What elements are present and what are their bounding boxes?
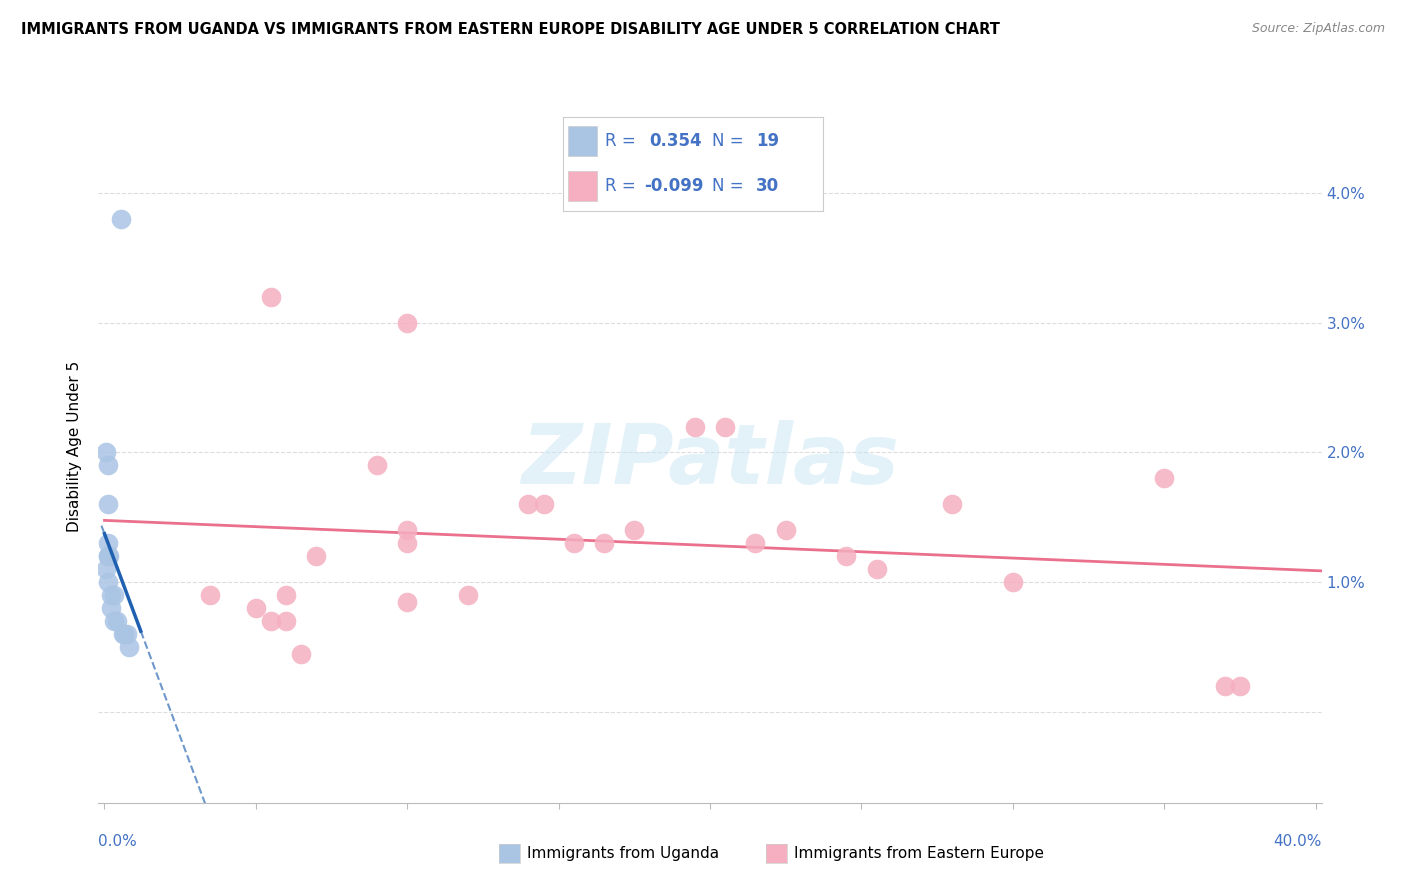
Point bbox=[245, 601, 267, 615]
Text: Immigrants from Eastern Europe: Immigrants from Eastern Europe bbox=[794, 847, 1045, 861]
Point bbox=[775, 524, 797, 538]
Point bbox=[96, 497, 118, 511]
Point bbox=[100, 588, 122, 602]
Point bbox=[111, 627, 134, 641]
Text: 30: 30 bbox=[756, 178, 779, 195]
Point bbox=[94, 562, 117, 576]
Point bbox=[865, 562, 887, 576]
Point bbox=[115, 627, 138, 641]
Point bbox=[96, 549, 118, 564]
Point bbox=[396, 524, 419, 538]
Point bbox=[593, 536, 616, 550]
Point bbox=[396, 536, 419, 550]
Text: R =: R = bbox=[605, 132, 636, 150]
Point bbox=[305, 549, 328, 564]
Point bbox=[260, 614, 283, 628]
Point bbox=[1153, 471, 1175, 485]
Text: -0.099: -0.099 bbox=[644, 178, 703, 195]
Point bbox=[96, 458, 118, 473]
Text: Immigrants from Uganda: Immigrants from Uganda bbox=[527, 847, 720, 861]
Point bbox=[96, 575, 118, 590]
Text: ZIPatlas: ZIPatlas bbox=[522, 420, 898, 500]
Point bbox=[100, 601, 122, 615]
Point bbox=[200, 588, 222, 602]
Point bbox=[105, 614, 128, 628]
Point bbox=[290, 647, 312, 661]
Point bbox=[517, 497, 540, 511]
Bar bbox=[568, 126, 598, 156]
Y-axis label: Disability Age Under 5: Disability Age Under 5 bbox=[67, 360, 83, 532]
Point bbox=[623, 524, 645, 538]
Point bbox=[396, 316, 419, 330]
Point bbox=[941, 497, 963, 511]
Point bbox=[683, 419, 706, 434]
Text: N =: N = bbox=[711, 132, 744, 150]
Text: 0.0%: 0.0% bbox=[98, 834, 138, 849]
Point bbox=[118, 640, 141, 654]
Point bbox=[533, 497, 555, 511]
Text: N =: N = bbox=[711, 178, 744, 195]
Text: IMMIGRANTS FROM UGANDA VS IMMIGRANTS FROM EASTERN EUROPE DISABILITY AGE UNDER 5 : IMMIGRANTS FROM UGANDA VS IMMIGRANTS FRO… bbox=[21, 22, 1000, 37]
Point bbox=[714, 419, 737, 434]
Point bbox=[366, 458, 388, 473]
Text: 19: 19 bbox=[756, 132, 779, 150]
Point bbox=[276, 614, 298, 628]
Point bbox=[103, 588, 125, 602]
Point bbox=[744, 536, 766, 550]
Point bbox=[94, 445, 117, 459]
Point bbox=[260, 290, 283, 304]
Point bbox=[396, 595, 419, 609]
Text: Source: ZipAtlas.com: Source: ZipAtlas.com bbox=[1251, 22, 1385, 36]
Point bbox=[96, 549, 118, 564]
Point bbox=[1213, 679, 1236, 693]
Text: 40.0%: 40.0% bbox=[1274, 834, 1322, 849]
Bar bbox=[568, 171, 598, 201]
Point bbox=[96, 536, 118, 550]
Text: R =: R = bbox=[605, 178, 636, 195]
Point bbox=[103, 614, 125, 628]
Point bbox=[98, 549, 121, 564]
Point bbox=[835, 549, 858, 564]
Point bbox=[112, 627, 135, 641]
Point bbox=[1229, 679, 1251, 693]
Point bbox=[1001, 575, 1024, 590]
Point bbox=[110, 211, 132, 226]
Point bbox=[457, 588, 479, 602]
Point bbox=[276, 588, 298, 602]
Point bbox=[562, 536, 585, 550]
Text: 0.354: 0.354 bbox=[650, 132, 702, 150]
